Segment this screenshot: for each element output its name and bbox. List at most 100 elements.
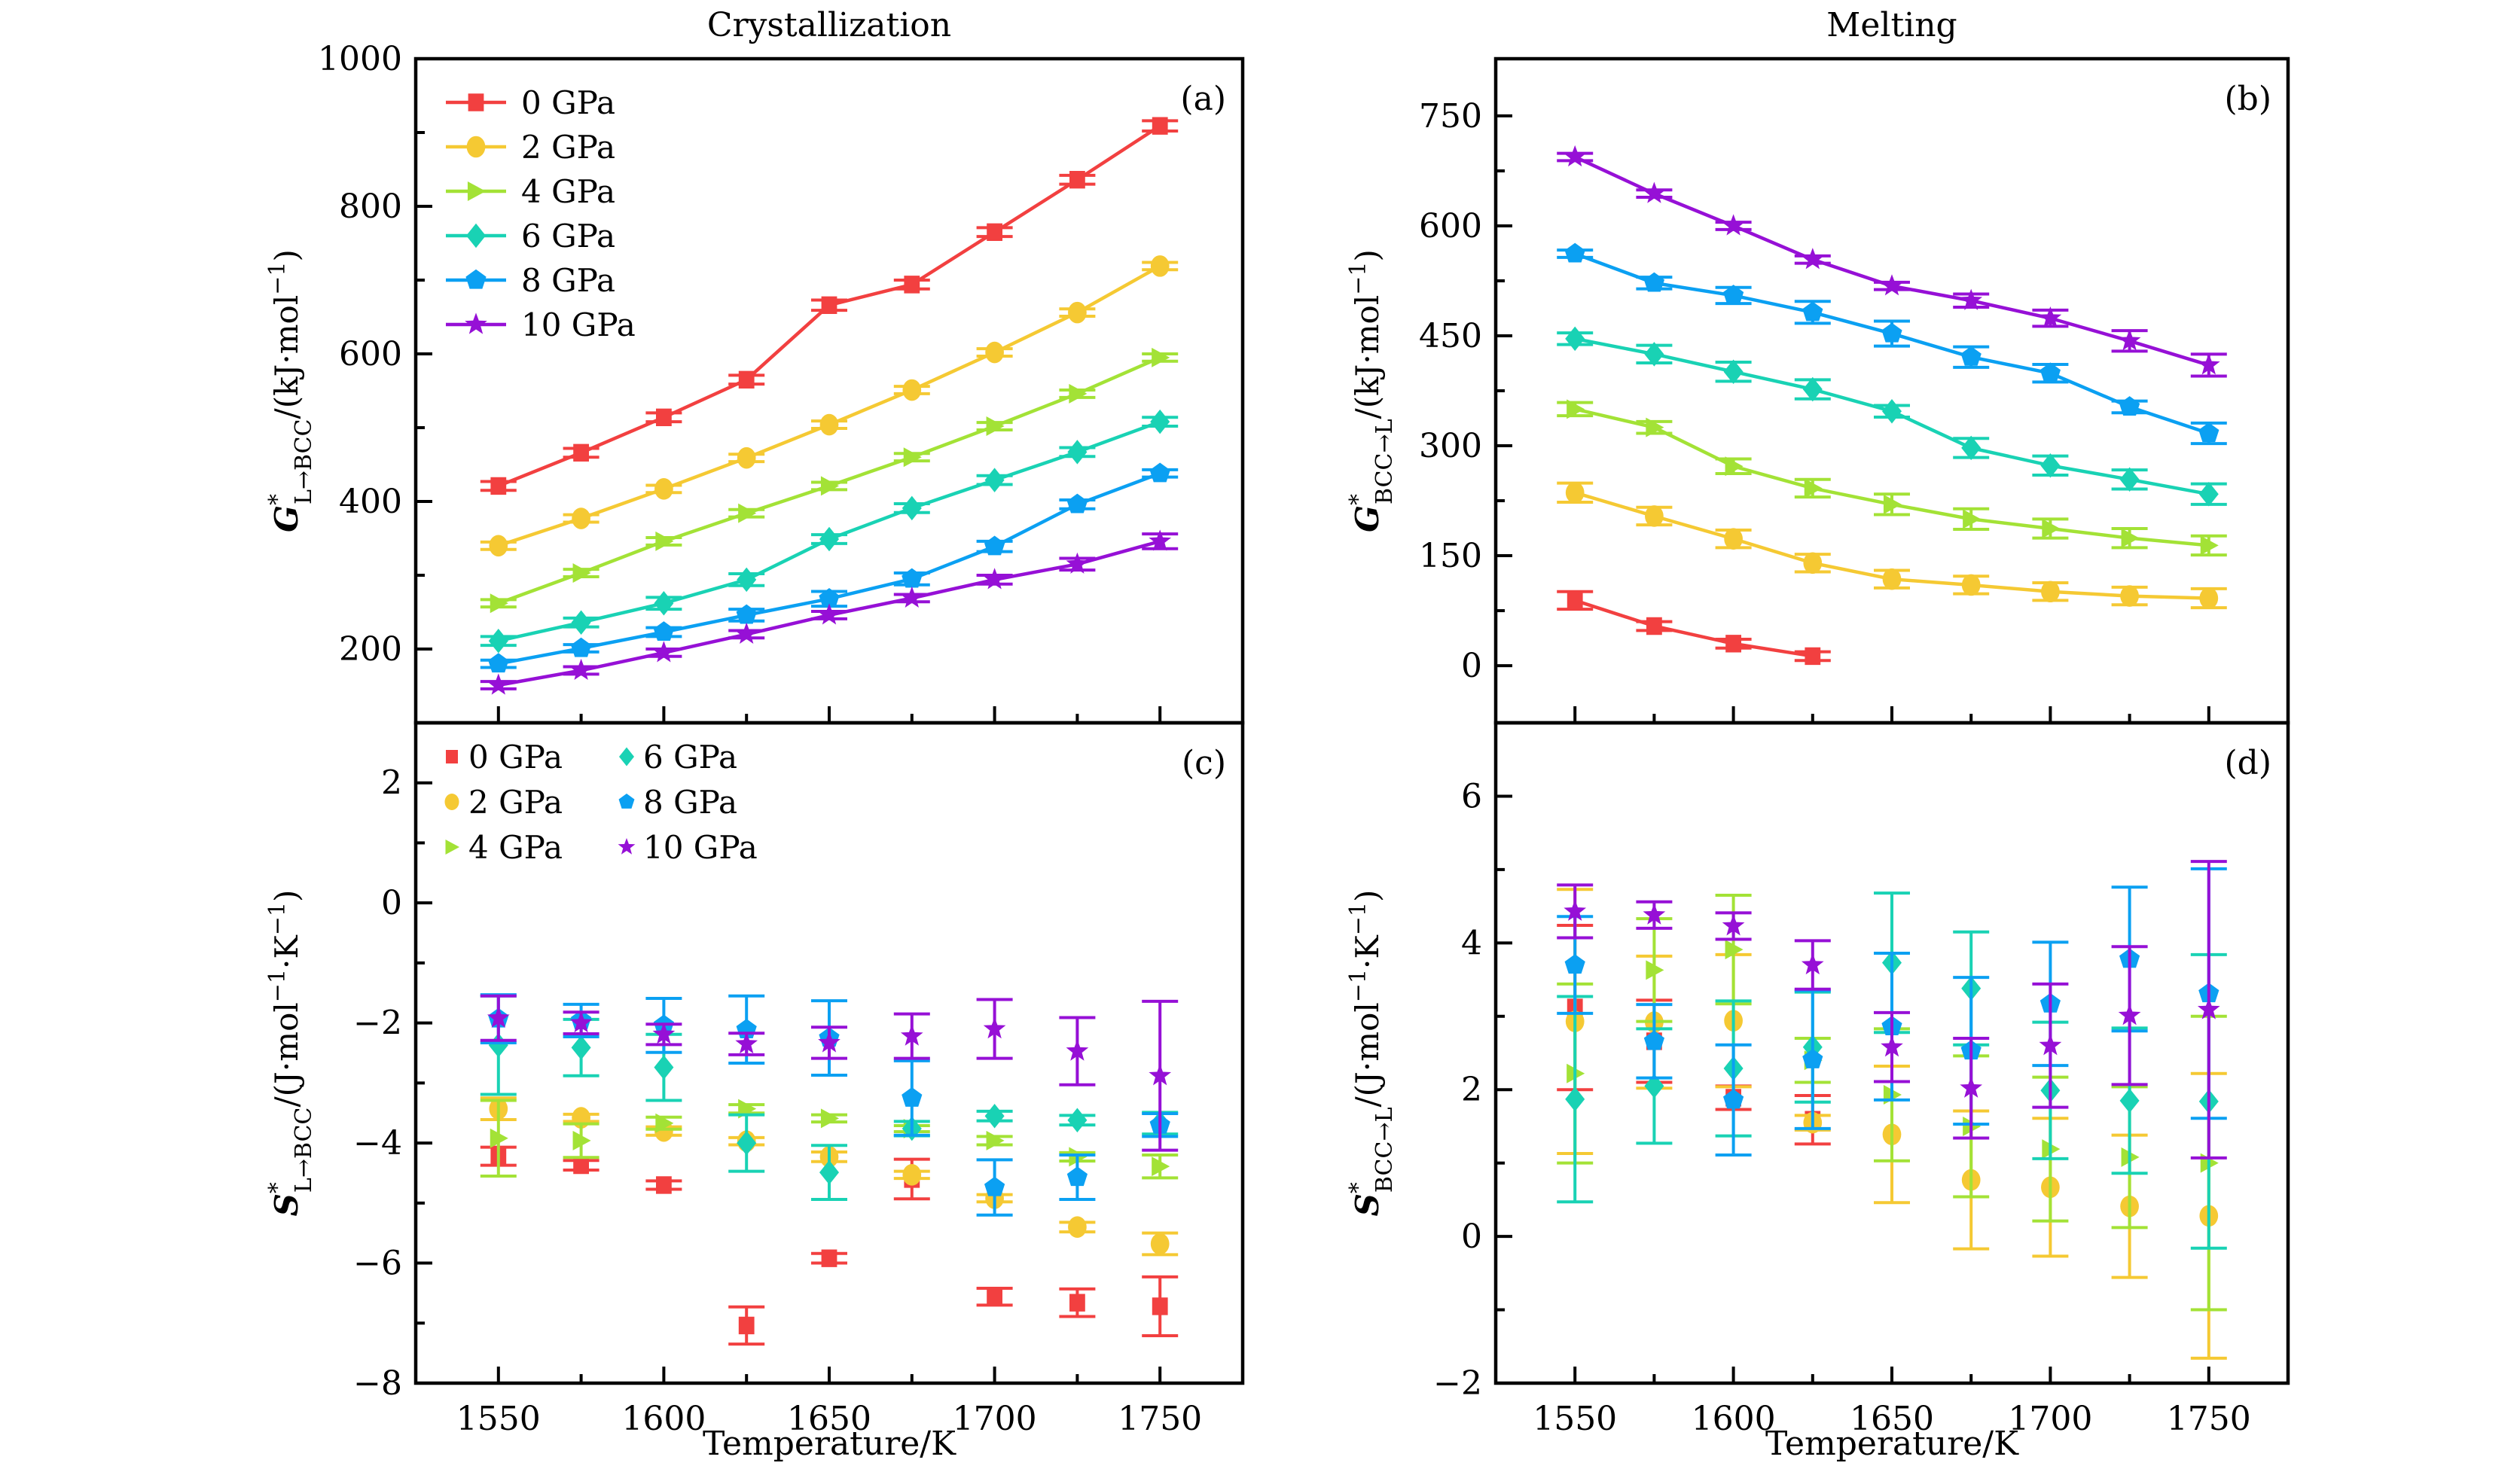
data-point <box>2119 467 2140 492</box>
series-4-gpa <box>480 347 1179 614</box>
data-point <box>902 379 922 401</box>
legend-label: 0 GPa <box>468 739 563 776</box>
data-point <box>1149 1064 1172 1086</box>
legend-label: 2 GPa <box>521 129 615 166</box>
data-point <box>1960 346 1982 366</box>
data-point <box>1567 591 1583 610</box>
data-point <box>985 341 1004 364</box>
y-axis-label-superscript: * <box>264 494 291 505</box>
legend-label: 6 GPa <box>643 739 737 776</box>
y-tick-label: 450 <box>1419 317 1482 355</box>
y-tick-label: 150 <box>1419 537 1482 575</box>
legend-label: 10 GPa <box>643 829 758 866</box>
data-point <box>1960 288 1983 310</box>
data-point <box>1066 493 1088 514</box>
data-point <box>1725 456 1744 477</box>
panel-c: 1550 1600 1650 1700 1750 −8 −6 −4 −2 0 2 S*L→BCC/(J… <box>264 721 1245 1438</box>
y-axis-label-subscript: BCC→L <box>1371 1107 1398 1193</box>
y-axis-label-superscript: * <box>264 1182 291 1193</box>
data-point <box>1564 145 1587 167</box>
data-point <box>1646 960 1664 980</box>
series-8-gpa <box>480 462 1179 673</box>
data-point <box>1802 301 1823 322</box>
data-point <box>2039 306 2062 328</box>
data-point <box>571 610 591 635</box>
data-point <box>820 476 839 496</box>
x-tick-label: 1650 <box>787 1400 871 1438</box>
series-10-gpa <box>480 994 1179 1152</box>
data-point <box>487 1006 510 1028</box>
y-tick-label: 0 <box>1461 1217 1482 1256</box>
data-point <box>1802 1048 1823 1068</box>
data-point <box>656 1176 672 1194</box>
y-tick-label: −2 <box>1433 1364 1482 1403</box>
y-axis-label: G*BCC→L/(kJ·mol−1) <box>1345 249 1398 532</box>
data-point <box>1565 1086 1585 1112</box>
data-point <box>1069 1294 1085 1312</box>
data-point <box>656 408 672 426</box>
y-axis-label-superscript: * <box>1345 494 1371 505</box>
data-point <box>2039 1034 2062 1056</box>
legend-marker <box>446 750 458 763</box>
data-point <box>987 223 1002 241</box>
data-point <box>1881 274 1903 296</box>
data-point <box>736 604 757 624</box>
data-point <box>569 658 593 681</box>
data-point <box>900 1024 923 1046</box>
data-point <box>2118 1004 2141 1025</box>
data-point <box>1961 574 1981 596</box>
data-point <box>821 296 837 315</box>
data-point <box>1722 914 1745 936</box>
data-point <box>1152 347 1170 367</box>
data-point <box>1069 383 1088 404</box>
data-point <box>2199 587 2219 609</box>
y-tick-label: 0 <box>1461 647 1482 685</box>
x-axis-label-right: Temperature/K <box>1765 1425 2019 1463</box>
data-point <box>735 622 758 645</box>
y-tick-label: 1000 <box>318 40 402 78</box>
series-4-gpa <box>1557 399 2227 557</box>
legend-marker <box>619 747 634 766</box>
y-axis-label-unit: /(J·mol <box>268 1002 305 1107</box>
data-point <box>819 413 839 436</box>
series-10-gpa <box>1557 860 2227 1160</box>
series-6-gpa <box>480 409 1179 654</box>
data-point <box>2041 581 2060 603</box>
data-point <box>572 563 591 584</box>
data-point <box>984 535 1005 556</box>
y-axis-label-unit-close: ) <box>268 890 305 902</box>
data-point <box>737 567 757 593</box>
data-point <box>1150 409 1170 434</box>
y-axis-label-symbol: G <box>268 505 305 532</box>
data-point <box>983 568 1006 590</box>
x-tick-label: 1550 <box>456 1400 541 1438</box>
legend-label: 8 GPa <box>521 262 615 299</box>
data-point <box>2198 422 2219 443</box>
data-point <box>1643 181 1666 203</box>
data-point <box>1066 1166 1088 1187</box>
x-tick-label: 1700 <box>953 1400 1037 1438</box>
y-axis-label-subscript: L→BCC <box>291 419 317 504</box>
data-point <box>984 1103 1005 1129</box>
x-tick-label: 1550 <box>1533 1400 1617 1438</box>
legend-marker <box>466 223 486 248</box>
series-2-gpa <box>480 255 1179 557</box>
legend-marker <box>467 181 486 201</box>
data-point <box>735 1032 758 1054</box>
data-point <box>1646 417 1664 437</box>
legend-marker <box>466 136 486 158</box>
data-point <box>2040 453 2061 478</box>
panel-tag: (c) <box>1182 744 1226 782</box>
data-point <box>2197 998 2220 1019</box>
data-point <box>1801 952 1824 975</box>
y-axis-label-unit: /(J·mol <box>1349 1002 1386 1107</box>
series-10-gpa <box>480 529 1179 695</box>
data-point <box>2039 362 2061 382</box>
data-point <box>572 507 590 529</box>
y-axis-label-unit-exp: −1 <box>264 261 291 294</box>
series-10-gpa <box>1557 145 2227 378</box>
data-point <box>903 447 922 468</box>
panel-tag: (a) <box>1180 80 1226 118</box>
series-2-gpa <box>1557 481 2227 610</box>
y-axis-label-unit-exp: −1 <box>1345 261 1371 294</box>
